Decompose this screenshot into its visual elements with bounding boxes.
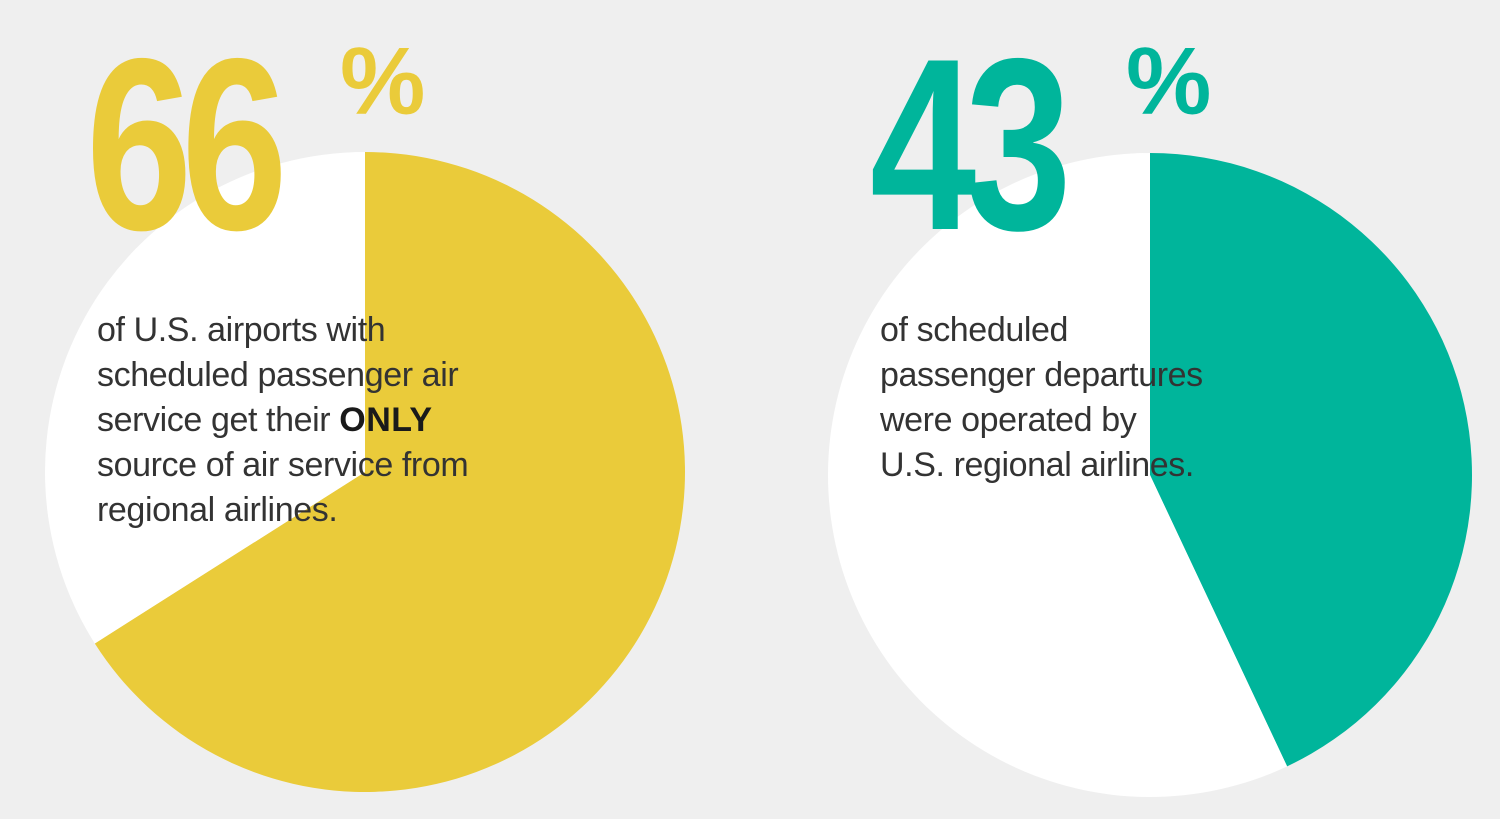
percent-sign-airports: %: [340, 28, 426, 135]
caption-line: U.S. regional airlines.: [880, 446, 1194, 484]
percent-sign-departures: %: [1126, 28, 1212, 135]
stat-panel-departures: 43 % of scheduled passenger departures w…: [750, 0, 1500, 819]
stat-number-airports: 66: [86, 7, 288, 281]
caption-line: of scheduled: [880, 311, 1069, 349]
pie-chart-airports: [45, 151, 685, 792]
pie-chart-departures: [828, 153, 1472, 797]
stat-caption-airports: of U.S. airports with scheduled passenge…: [97, 308, 469, 533]
caption-line: service get their ONLY: [97, 398, 468, 443]
caption-line: regional airlines.: [97, 491, 338, 529]
stat-panel-airports: 66 % of U.S. airports with scheduled pas…: [45, 7, 685, 792]
caption-emphasis: ONLY: [339, 401, 433, 439]
stat-number-departures: 43: [870, 7, 1072, 281]
caption-line: passenger departures: [880, 356, 1203, 394]
caption-line: of U.S. airports with: [97, 311, 386, 349]
stat-caption-departures: of scheduled passenger departures were o…: [880, 308, 1203, 488]
caption-line: source of air service from: [97, 446, 469, 484]
pie-slice: [828, 153, 1288, 797]
caption-line: scheduled passenger air: [97, 356, 459, 394]
pie-slice: [94, 152, 685, 792]
pie-slice: [1150, 153, 1472, 767]
caption-text: service get their: [97, 401, 340, 439]
caption-line: were operated by: [880, 401, 1137, 439]
pie-slice: [45, 151, 365, 644]
